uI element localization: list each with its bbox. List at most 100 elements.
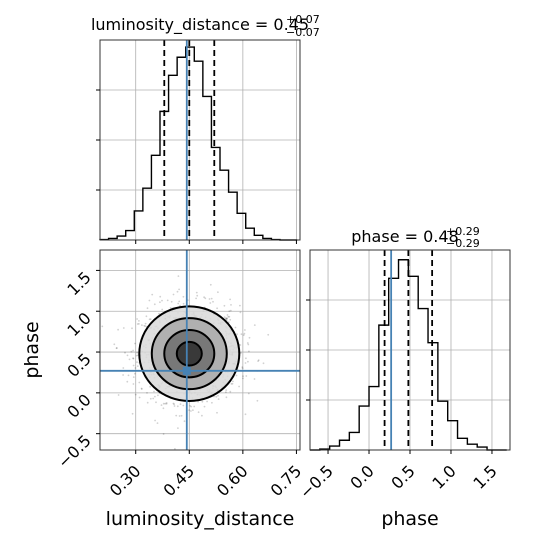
truth-crosshair [100, 250, 300, 450]
sample-point [94, 349, 96, 351]
x-tick-label: 0.45 [159, 461, 198, 500]
sample-point [151, 293, 154, 296]
sample-point [126, 380, 129, 383]
histogram-step [99, 46, 298, 241]
sample-point [241, 367, 244, 370]
truth-marker [182, 366, 191, 375]
phase-histogram-panel: −0.5 0.0 0.5 1.0 1.5 phase = 0.48 +0.29 −0.2… [296, 225, 511, 502]
sample-point [189, 404, 191, 407]
sample-point [247, 392, 250, 395]
sample-point [245, 375, 248, 377]
grid [100, 40, 300, 240]
sample-point [138, 381, 141, 384]
sample-point [232, 380, 234, 383]
sample-point [209, 283, 212, 286]
sample-point [127, 374, 130, 377]
sample-point [122, 367, 125, 369]
sample-point [182, 295, 185, 298]
sample-point [134, 342, 136, 345]
sample-point [132, 364, 135, 367]
sample-point [215, 395, 218, 398]
phase-title-median: 0.48 [423, 227, 459, 246]
sample-point [240, 333, 243, 336]
sample-point [241, 366, 244, 368]
sample-point [122, 374, 124, 376]
sample-point [201, 414, 203, 417]
sample-point [242, 334, 245, 336]
sample-point [178, 300, 181, 303]
phase-title-text: phase [351, 227, 399, 246]
sample-point [170, 300, 173, 303]
sample-point [172, 402, 175, 405]
sample-point [208, 298, 211, 300]
sample-point [229, 318, 232, 321]
sample-point [177, 302, 180, 305]
sample-point [239, 352, 242, 354]
sample-point [245, 357, 247, 360]
sample-point [225, 391, 227, 394]
sample-point [117, 394, 120, 396]
sample-point [136, 318, 139, 320]
sample-point [115, 347, 118, 350]
ticks [96, 89, 297, 244]
sample-point [234, 326, 237, 329]
joint-contour-panel: 0.30 0.45 0.60 0.75 −0.5 0.0 0.5 1.0 1.5 [54, 249, 305, 500]
sample-point [229, 390, 232, 393]
sample-point [178, 415, 181, 417]
sample-point [244, 362, 247, 364]
sample-point [113, 343, 116, 346]
sample-point [178, 288, 181, 291]
quantile-lines [163, 40, 216, 240]
sample-point [143, 324, 146, 327]
sample-point [164, 402, 167, 405]
sample-point [155, 401, 157, 404]
sample-point [160, 404, 163, 406]
phase-title: phase = 0.48 [351, 227, 458, 246]
sample-point [162, 402, 165, 405]
sample-point [132, 376, 135, 378]
sample-point [136, 323, 139, 325]
sample-point [239, 344, 242, 346]
sample-point [169, 307, 172, 309]
sample-point [210, 297, 213, 300]
sample-point [183, 420, 186, 423]
sample-point [226, 314, 229, 316]
sample-point [165, 402, 168, 404]
x-tick-label: 0.30 [106, 461, 145, 500]
sample-point [141, 324, 143, 326]
x-tick-label: 1.5 [469, 461, 500, 492]
sample-point [235, 374, 238, 377]
luminosity-distance-histogram-panel: luminosity_distance = 0.45 +0.07 −0.07 [91, 13, 320, 244]
sample-point [182, 404, 185, 407]
sample-point [217, 291, 219, 294]
contour-line [175, 340, 203, 367]
sample-point [134, 393, 137, 396]
sample-point [152, 397, 155, 400]
y-tick-label: 0.0 [63, 390, 94, 421]
sample-point [144, 325, 147, 328]
x-tick-label: 0.0 [346, 461, 377, 492]
sample-point [175, 414, 178, 417]
sample-point [227, 315, 230, 318]
sample-point [159, 295, 162, 298]
sample-point [217, 398, 220, 400]
sample-point [149, 397, 152, 400]
sample-point [153, 303, 156, 306]
sample-point [188, 409, 191, 411]
quantile-lines [383, 250, 434, 450]
sample-point [216, 411, 218, 414]
sample-point [117, 328, 119, 331]
sample-point [231, 382, 234, 385]
sample-point [154, 395, 156, 398]
sample-point [196, 294, 199, 297]
sample-point [161, 299, 163, 302]
sample-point [148, 318, 151, 321]
lum-title-median: 0.45 [273, 15, 309, 34]
sample-point [138, 320, 140, 322]
histogram-step-line [99, 46, 298, 241]
sample-point [216, 307, 219, 310]
sample-point [209, 302, 212, 304]
sample-point [162, 433, 165, 435]
sample-point [223, 304, 226, 307]
sample-point [134, 372, 136, 375]
